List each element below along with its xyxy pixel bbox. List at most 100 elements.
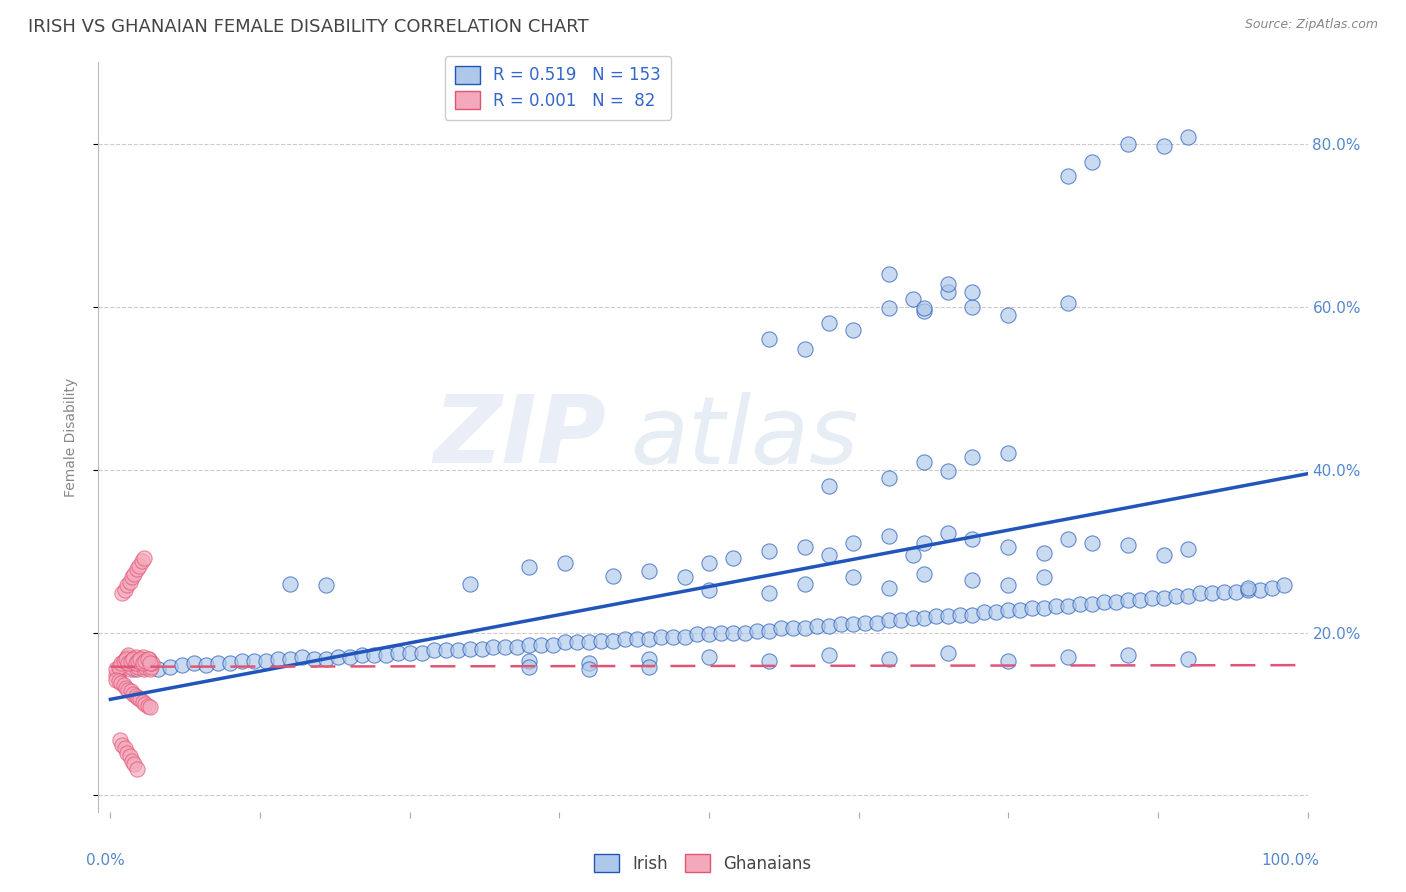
Point — [470, 641, 492, 656]
Point — [121, 657, 143, 671]
Point — [567, 635, 589, 649]
Point — [914, 536, 936, 550]
Point — [901, 548, 924, 562]
Point — [374, 648, 396, 663]
Point — [326, 650, 349, 665]
Point — [122, 654, 145, 668]
Point — [446, 643, 468, 657]
Point — [697, 650, 720, 665]
Point — [139, 659, 162, 673]
Point — [125, 662, 148, 676]
Point — [125, 763, 148, 777]
Point — [134, 697, 156, 711]
Point — [697, 557, 720, 571]
Point — [1177, 651, 1199, 665]
Text: atlas: atlas — [630, 392, 859, 483]
Point — [136, 651, 159, 665]
Point — [122, 687, 145, 701]
Point — [278, 576, 301, 591]
Point — [1260, 581, 1282, 595]
Point — [118, 662, 141, 676]
Point — [938, 609, 960, 624]
Point — [997, 446, 1019, 460]
Point — [877, 581, 900, 595]
Point — [315, 578, 337, 592]
Point — [183, 657, 205, 671]
Point — [1272, 578, 1295, 592]
Point — [506, 640, 529, 655]
Point — [962, 607, 984, 622]
Point — [914, 303, 936, 318]
Point — [129, 654, 152, 668]
Point — [134, 654, 156, 668]
Point — [962, 450, 984, 465]
Point — [721, 550, 744, 565]
Point — [1140, 591, 1163, 606]
Point — [134, 659, 156, 673]
Point — [602, 568, 624, 582]
Point — [901, 611, 924, 625]
Point — [121, 754, 143, 768]
Point — [758, 624, 780, 638]
Point — [132, 550, 155, 565]
Point — [877, 529, 900, 543]
Point — [578, 662, 600, 676]
Point — [363, 648, 385, 663]
Point — [758, 654, 780, 668]
Point — [254, 654, 277, 668]
Point — [120, 684, 142, 698]
Point — [458, 576, 481, 591]
Point — [1081, 597, 1104, 611]
Point — [914, 566, 936, 581]
Point — [638, 659, 661, 673]
Point — [914, 454, 936, 468]
Point — [1081, 536, 1104, 550]
Point — [962, 532, 984, 546]
Point — [793, 576, 815, 591]
Point — [519, 560, 541, 574]
Point — [148, 662, 170, 676]
Point — [830, 617, 852, 632]
Point — [806, 619, 828, 633]
Point — [1057, 169, 1080, 184]
Point — [111, 586, 134, 600]
Point — [1153, 591, 1175, 606]
Point — [207, 657, 229, 671]
Point — [530, 638, 553, 652]
Point — [1057, 532, 1080, 546]
Point — [124, 689, 146, 703]
Point — [195, 658, 218, 673]
Point — [117, 648, 139, 663]
Point — [962, 285, 984, 299]
Point — [243, 654, 266, 668]
Point — [877, 471, 900, 485]
Point — [1033, 570, 1056, 584]
Point — [1057, 650, 1080, 665]
Point — [1236, 583, 1258, 598]
Point — [1177, 542, 1199, 557]
Point — [686, 627, 709, 641]
Point — [120, 659, 142, 673]
Point — [1081, 154, 1104, 169]
Point — [107, 674, 129, 689]
Point — [817, 648, 839, 663]
Point — [758, 544, 780, 558]
Point — [111, 738, 134, 752]
Point — [135, 657, 157, 671]
Point — [127, 690, 149, 705]
Point — [1116, 593, 1139, 607]
Point — [124, 566, 146, 581]
Point — [758, 332, 780, 346]
Text: IRISH VS GHANAIAN FEMALE DISABILITY CORRELATION CHART: IRISH VS GHANAIAN FEMALE DISABILITY CORR… — [28, 18, 589, 36]
Point — [105, 673, 128, 687]
Point — [1249, 583, 1271, 598]
Point — [1033, 601, 1056, 615]
Point — [793, 622, 815, 636]
Point — [817, 548, 839, 562]
Point — [124, 662, 146, 676]
Point — [1116, 648, 1139, 663]
Point — [315, 651, 337, 665]
Point — [132, 662, 155, 676]
Point — [914, 611, 936, 625]
Point — [817, 316, 839, 330]
